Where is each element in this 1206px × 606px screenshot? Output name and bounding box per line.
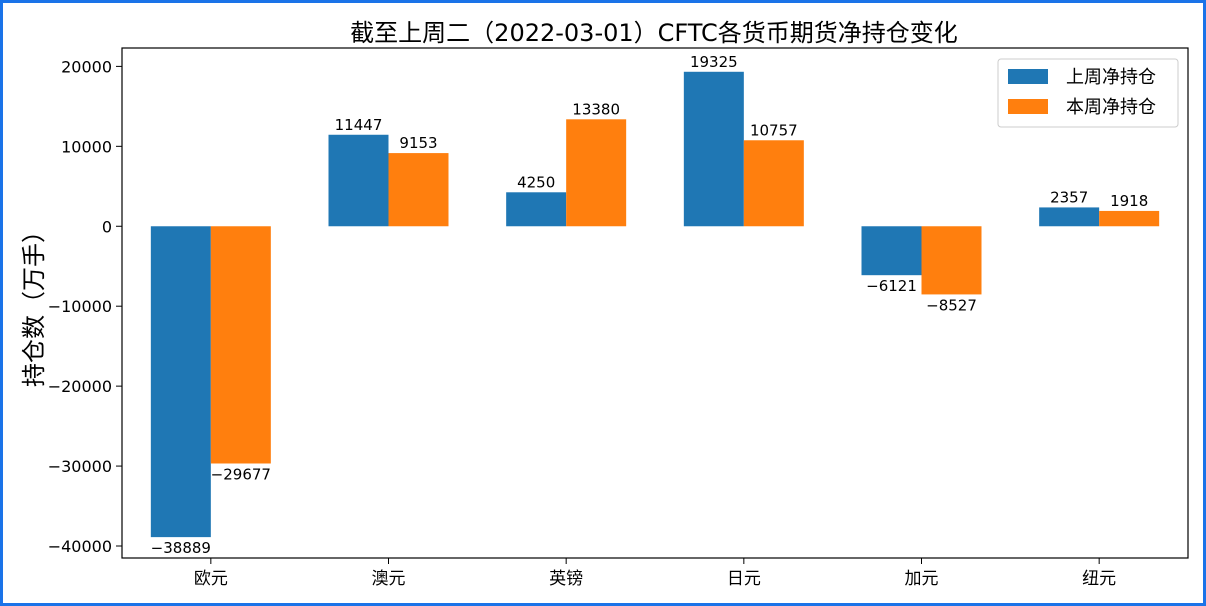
chart-title: 截至上周二（2022-03-01）CFTC各货币期货净持仓变化 [350,19,958,47]
y-tick-label: −30000 [48,457,112,476]
bar [506,192,567,227]
bar-data-label: −38889 [151,539,211,557]
bar-data-label: 10757 [750,121,798,139]
bar [210,226,271,464]
y-axis-label: 持仓数（万手） [20,219,48,387]
bar-data-label: −6121 [866,277,917,295]
bar-data-label: 19325 [690,53,738,71]
bar-data-label: −8527 [926,296,977,314]
bar [388,153,449,227]
x-tick-label: 澳元 [372,569,406,589]
bar [566,119,627,227]
y-tick-label: −10000 [48,297,112,316]
bar-data-label: 9153 [399,134,437,152]
plot-area: 20000 10000 0 −10000 −20000 −30000 −40000 欧元 −38… [48,53,1160,589]
x-tick-label: 英镑 [549,569,583,589]
bar [683,71,744,227]
y-tick-label: 0 [102,217,112,236]
x-tick-label: 欧元 [194,569,228,589]
bar-data-label: 1918 [1110,192,1148,210]
legend-swatch-this-week [1008,99,1048,114]
bar [921,226,982,295]
y-tick-label: −40000 [48,537,112,556]
bar [861,226,922,276]
plot-border [121,47,1189,559]
bar [1099,210,1160,227]
bar [743,140,804,227]
bar-data-label: −29677 [211,465,271,483]
legend-label-this-week: 本周净持仓 [1066,97,1156,118]
x-tick-label: 纽元 [1082,569,1116,589]
legend-swatch-last-week [1008,69,1048,84]
legend-label-last-week: 上周净持仓 [1066,67,1156,88]
y-tick-label: 20000 [61,57,112,76]
x-tick-label: 加元 [905,569,939,589]
bar-data-label: 4250 [517,173,555,191]
bar [1039,207,1100,227]
bar-data-label: 11447 [335,116,383,134]
x-tick-label: 日元 [727,569,761,589]
y-tick-label: 10000 [61,137,112,156]
legend: 上周净持仓 本周净持仓 [997,58,1179,128]
y-tick-label: −20000 [48,377,112,396]
bar-data-label: 2357 [1050,188,1088,206]
bar-data-label: 13380 [572,100,620,118]
bar [150,226,211,538]
bar [328,134,389,227]
